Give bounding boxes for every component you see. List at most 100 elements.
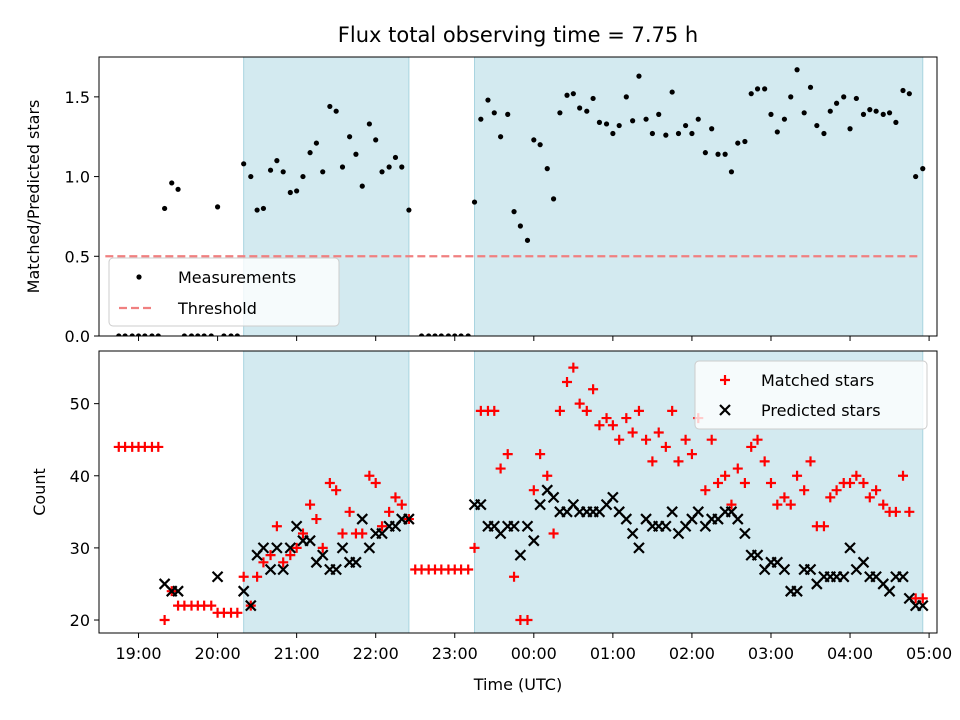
measurement-point bbox=[221, 333, 227, 336]
matched-star-point bbox=[509, 571, 520, 582]
measurement-point bbox=[201, 333, 207, 336]
matched-star-point bbox=[522, 615, 533, 626]
measurement-point bbox=[359, 183, 365, 189]
legend-box bbox=[694, 360, 928, 430]
matched-star-point bbox=[660, 441, 671, 452]
matched-star-point bbox=[495, 463, 506, 474]
predicted-star-point bbox=[844, 542, 856, 554]
matched-star-point bbox=[904, 506, 915, 517]
measurement-point bbox=[313, 140, 320, 146]
matched-star-point bbox=[291, 542, 302, 553]
measurement-point bbox=[116, 333, 122, 336]
measurement-point bbox=[821, 130, 827, 137]
measurement-point bbox=[557, 110, 563, 116]
predicted-star-point bbox=[534, 498, 546, 511]
measurement-point bbox=[801, 110, 807, 116]
matched-star-point bbox=[554, 405, 565, 416]
measurement-point bbox=[814, 122, 820, 129]
predicted-star-point bbox=[547, 491, 560, 504]
measurement-point bbox=[728, 169, 735, 175]
y-tick-label: 30 bbox=[70, 539, 90, 558]
measurement-point bbox=[524, 237, 531, 243]
measurement-point bbox=[465, 333, 471, 336]
measurement-point bbox=[596, 119, 603, 125]
matched-star-point bbox=[759, 456, 770, 467]
measurement-point bbox=[794, 67, 800, 73]
matched-star-point bbox=[311, 514, 322, 525]
top-panel-flux-ratio: 0.0 0.5 1.0 1.5 Matched/Predicted stars Measu… bbox=[24, 56, 938, 346]
measurement-point bbox=[491, 110, 497, 116]
measurement-point bbox=[590, 95, 596, 102]
matched-star-point bbox=[153, 441, 164, 452]
matched-star-point bbox=[845, 477, 856, 488]
matched-star-point bbox=[633, 405, 644, 416]
measurement-point bbox=[426, 333, 432, 336]
matched-star-point bbox=[278, 557, 289, 568]
predicted-star-point bbox=[277, 563, 289, 576]
measurement-point bbox=[379, 169, 385, 175]
matched-star-point bbox=[792, 470, 803, 481]
x-axis-label: Time (UTC) bbox=[473, 675, 562, 694]
matched-star-point bbox=[653, 427, 664, 438]
legend-matched-icon bbox=[720, 375, 730, 385]
matched-star-point bbox=[265, 550, 276, 561]
measurement-point bbox=[418, 333, 425, 336]
legend-predicted-icon bbox=[719, 404, 731, 416]
measurement-point bbox=[517, 223, 523, 229]
measurement-point bbox=[860, 111, 867, 117]
x-tick-label: 03:00 bbox=[748, 644, 794, 663]
predicted-star-point bbox=[237, 585, 250, 597]
matched-star-point bbox=[779, 492, 790, 503]
matched-star-point bbox=[364, 470, 375, 481]
measurement-point bbox=[762, 86, 768, 92]
predicted-star-point bbox=[172, 585, 184, 597]
matched-star-point bbox=[285, 550, 296, 561]
y-tick-label: 20 bbox=[70, 611, 90, 630]
measurement-point bbox=[847, 126, 853, 132]
predicted-star-point bbox=[739, 527, 751, 540]
predicted-star-point bbox=[791, 585, 803, 597]
measurement-point bbox=[788, 94, 794, 100]
measurement-point bbox=[327, 103, 333, 110]
measurement-point bbox=[458, 333, 464, 336]
plot-area bbox=[105, 57, 926, 336]
measurement-point bbox=[188, 333, 195, 336]
predicted-star-point bbox=[804, 563, 817, 576]
predicted-star-point bbox=[330, 563, 342, 576]
matched-star-point bbox=[238, 571, 249, 582]
matched-star-point bbox=[324, 477, 335, 488]
measurement-point bbox=[570, 91, 576, 97]
predicted-star-point bbox=[620, 513, 633, 525]
chart-title: Flux total observing time = 7.75 h bbox=[338, 23, 698, 47]
matched-star-point bbox=[799, 485, 810, 496]
matched-star-point bbox=[463, 564, 474, 575]
axes-frame bbox=[98, 350, 938, 634]
measurement-point bbox=[537, 142, 543, 148]
matched-star-point bbox=[890, 506, 901, 517]
matched-star-point bbox=[232, 607, 243, 618]
measurement-point bbox=[307, 150, 313, 156]
matched-star-point bbox=[542, 470, 553, 481]
matched-star-point bbox=[831, 485, 842, 496]
matched-star-point bbox=[871, 485, 882, 496]
measurement-point bbox=[774, 129, 780, 135]
predicted-star-point bbox=[514, 549, 527, 561]
measurement-point bbox=[505, 111, 511, 117]
predicted-star-point bbox=[857, 556, 870, 569]
matched-star-point bbox=[370, 477, 381, 488]
measurement-point bbox=[445, 333, 452, 336]
measurement-point bbox=[129, 333, 135, 336]
y-tick-label: 0.0 bbox=[65, 327, 90, 346]
measurement-point bbox=[511, 209, 517, 215]
measurement-point bbox=[406, 207, 412, 213]
predicted-star-point bbox=[336, 542, 349, 554]
predicted-star-point bbox=[626, 527, 639, 540]
x-tick-label: 05:00 bbox=[906, 644, 952, 663]
predicted-star-point bbox=[211, 570, 224, 583]
x-tick-label: 02:00 bbox=[669, 644, 715, 663]
matched-star-point bbox=[357, 528, 368, 539]
matched-star-point bbox=[686, 449, 697, 460]
predicted-star-point bbox=[290, 520, 303, 533]
measurement-point bbox=[623, 94, 629, 100]
